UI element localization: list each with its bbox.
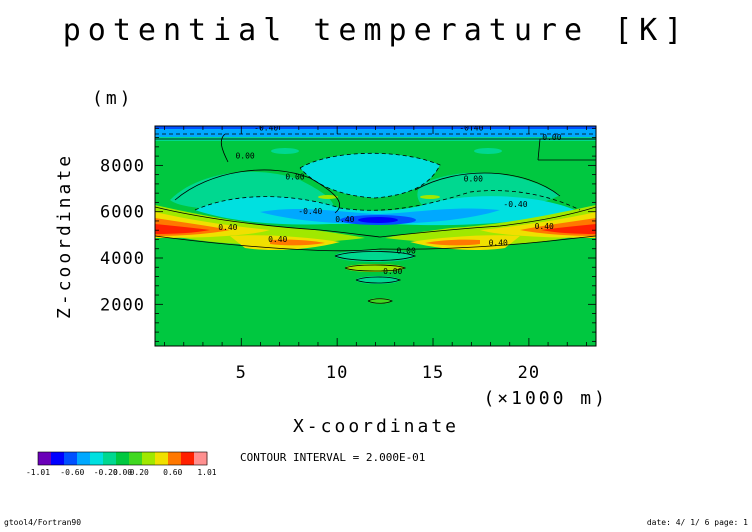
- colorbar-swatch: [194, 452, 208, 465]
- contour-line-12: [367, 298, 393, 304]
- colorbar-swatch: [77, 452, 91, 465]
- x-tick-label: 20: [518, 363, 540, 383]
- contour-label: -0.40: [298, 207, 322, 216]
- cushion-left-orange: [270, 239, 325, 246]
- y-tick-label: 4000: [100, 249, 145, 269]
- contour-label: 0.00: [464, 175, 483, 184]
- contour-label: 0.00: [542, 133, 561, 142]
- y-axis-unit: (m): [92, 88, 134, 109]
- contour-label: 0.00: [383, 267, 402, 276]
- contour-line-3: [174, 169, 340, 214]
- contour-label: 0.40: [335, 215, 354, 224]
- colorbar: [37, 451, 208, 466]
- contour-line-7: [155, 206, 596, 238]
- contour-label: 0.00: [397, 246, 416, 255]
- y-ticks: 2000 4000 6000 8000: [100, 127, 596, 342]
- x-axis-unit: (×1000 m): [483, 388, 608, 409]
- cone-lens-2: [345, 264, 405, 272]
- contour-label: 0.40: [489, 238, 508, 247]
- contour-label: 0.00: [285, 172, 304, 181]
- colorbar-swatch: [181, 452, 195, 465]
- colorbar-tick-label: 0.20: [130, 468, 149, 477]
- colorbar-swatch: [168, 452, 182, 465]
- footer-right: date: 4/ 1/ 6 page: 1: [647, 518, 748, 527]
- cone-lens-1: [335, 250, 415, 262]
- contour-label: 0.40: [268, 235, 287, 244]
- warm-layer-core-right: [541, 224, 596, 234]
- x-tick-label: 10: [326, 363, 348, 383]
- contour-line-13: [220, 133, 229, 163]
- cushion-right-orange: [425, 239, 480, 246]
- contour-line-8: [155, 235, 596, 252]
- colorbar-swatch: [90, 452, 104, 465]
- y-tick-label: 8000: [100, 156, 145, 176]
- contour-line-14: [537, 138, 596, 161]
- colorbar-swatch: [103, 452, 117, 465]
- colorbar-ticks: -1.01 -0.60 -0.200.000.20 0.60 1.01: [26, 468, 217, 477]
- top-band-light: [155, 129, 596, 137]
- plot-area: 0.000.00 0.000.00-0.40 -0.40-0.40-0.400.40…: [155, 124, 596, 346]
- x-tick-label: 5: [236, 363, 247, 383]
- contour-label: 0.00: [235, 151, 254, 160]
- colorbar-tick-label: -1.01: [26, 468, 50, 477]
- colorbar-tick-label: 0.60: [163, 468, 182, 477]
- contour-label: -0.40: [254, 124, 278, 133]
- colorbar-tick-label: 0.00: [113, 468, 132, 477]
- contour-label: 0.40: [218, 223, 237, 232]
- contour-line-9: [334, 251, 417, 261]
- contour-line-11: [355, 276, 402, 284]
- upper-core-center: [300, 153, 440, 198]
- core-deep-blue: [358, 217, 398, 223]
- chart-title: potential temperature [K]: [63, 13, 690, 48]
- x-axis-label: X-coordinate: [293, 416, 459, 437]
- cone-lens-3: [356, 276, 400, 284]
- colorbar-swatch: [38, 452, 52, 465]
- footer-left: gtool4/Fortran90: [4, 518, 81, 527]
- contour-line-4: [414, 172, 561, 197]
- patch-upper-right: [474, 148, 502, 154]
- patch-mid-left: [318, 195, 338, 199]
- y-axis-label: Z-coordinate: [54, 153, 75, 319]
- colorbar-swatch: [129, 452, 143, 465]
- x-tick-label: 15: [422, 363, 444, 383]
- contour-label: -0.40: [503, 200, 527, 209]
- patch-mid-right: [420, 195, 440, 199]
- x-ticks: 5 10 15 20: [164, 126, 587, 383]
- colorbar-swatch: [155, 452, 169, 465]
- contour-line-6: [194, 190, 581, 211]
- patch-upper-left: [271, 148, 299, 154]
- colorbar-frame: [37, 451, 208, 466]
- contour-interval: CONTOUR INTERVAL = 2.000E-01: [240, 451, 425, 464]
- colorbar-tick-label: -0.20: [94, 468, 118, 477]
- y-tick-label: 6000: [100, 203, 145, 223]
- contour-line-10: [344, 264, 407, 272]
- contour-label: 0.40: [535, 222, 554, 231]
- colorbar-tick-label: 1.01: [197, 468, 216, 477]
- colorbar-swatch: [116, 452, 130, 465]
- colorbar-swatch: [64, 452, 78, 465]
- y-tick-label: 2000: [100, 295, 145, 315]
- warm-layer-core-left: [155, 224, 210, 234]
- colorbar-swatch: [51, 452, 65, 465]
- contour-lines: [155, 133, 596, 304]
- colorbar-swatch: [142, 452, 156, 465]
- colorbar-tick-label: -0.60: [60, 468, 84, 477]
